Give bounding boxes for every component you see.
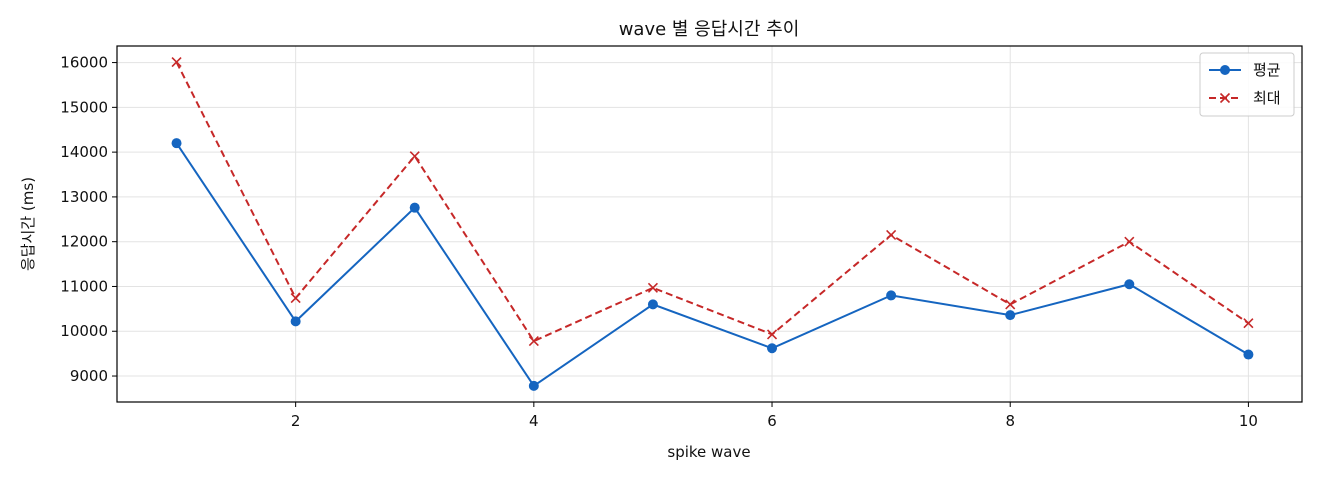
x-marker-stroke: [1243, 318, 1254, 329]
legend-item-mean: 평균: [1209, 61, 1281, 79]
y-tick-label: 13000: [60, 188, 108, 206]
x-axis-label: spike wave: [667, 443, 750, 461]
y-axis-ticks: 9000 10000 11000 12000 13000 14000 15000 16000: [60, 54, 117, 385]
x-marker-stroke: [766, 329, 778, 340]
x-tick-label: 8: [1005, 412, 1015, 430]
data-point-mean: [528, 380, 539, 391]
legend-label: 평균: [1253, 61, 1281, 79]
data-point-mean: [1243, 349, 1254, 360]
data-point-mean: [409, 202, 420, 213]
plot-frame: [116, 45, 1303, 403]
data-point-max: [528, 336, 539, 347]
legend-marker: [1219, 92, 1231, 104]
data-point-mean: [647, 299, 658, 310]
y-axis-label: 응답시간 (ms): [19, 177, 37, 271]
data-point-mean: [1005, 310, 1016, 321]
series-line-max: [175, 61, 1249, 343]
y-tick-label: 15000: [60, 98, 108, 116]
legend-marker: [1220, 65, 1230, 75]
x-tick-label: 6: [767, 412, 777, 430]
y-tick-label: 10000: [60, 322, 108, 340]
data-point-mean: [290, 316, 301, 327]
x-marker-stroke: [290, 293, 301, 304]
data-point-max: [290, 293, 301, 304]
chart-title: wave 별 응답시간 추이: [619, 19, 800, 40]
x-marker-stroke: [886, 229, 897, 241]
series-layer: [171, 57, 1254, 391]
x-marker-stroke: [409, 151, 420, 162]
y-tick-label: 12000: [60, 233, 108, 251]
series-line-mean: [175, 142, 1249, 388]
data-point-max: [886, 229, 897, 241]
x-axis-ticks: 2 4 6 8 10: [291, 402, 1258, 430]
x-tick-label: 2: [291, 412, 301, 430]
data-point-mean: [886, 290, 897, 301]
x-marker-stroke: [1005, 299, 1016, 310]
legend-label: 최대: [1253, 89, 1281, 107]
data-point-mean: [767, 343, 778, 354]
x-tick-label: 4: [529, 412, 539, 430]
series-mean: [171, 138, 1254, 391]
y-tick-label: 11000: [60, 277, 108, 295]
data-point-max: [1005, 299, 1016, 310]
legend-item-max: 최대: [1209, 89, 1281, 107]
data-point-max: [1124, 236, 1135, 247]
x-marker-stroke: [528, 336, 539, 347]
x-marker-stroke: [647, 282, 658, 293]
data-point-mean: [171, 138, 182, 149]
y-tick-label: 9000: [70, 367, 108, 385]
data-point-max: [1243, 318, 1254, 329]
x-marker-stroke: [1219, 92, 1231, 104]
data-point-max: [409, 151, 420, 162]
y-tick-label: 16000: [60, 54, 108, 72]
x-marker-stroke: [171, 57, 182, 68]
data-point-max: [171, 57, 182, 68]
y-tick-label: 14000: [60, 143, 108, 161]
grid: [117, 46, 1302, 402]
x-marker-stroke: [1124, 236, 1135, 247]
x-tick-label: 10: [1239, 412, 1258, 430]
data-point-max: [647, 282, 658, 293]
data-point-mean: [1124, 279, 1135, 290]
data-point-max: [766, 329, 778, 340]
series-max: [171, 57, 1254, 347]
